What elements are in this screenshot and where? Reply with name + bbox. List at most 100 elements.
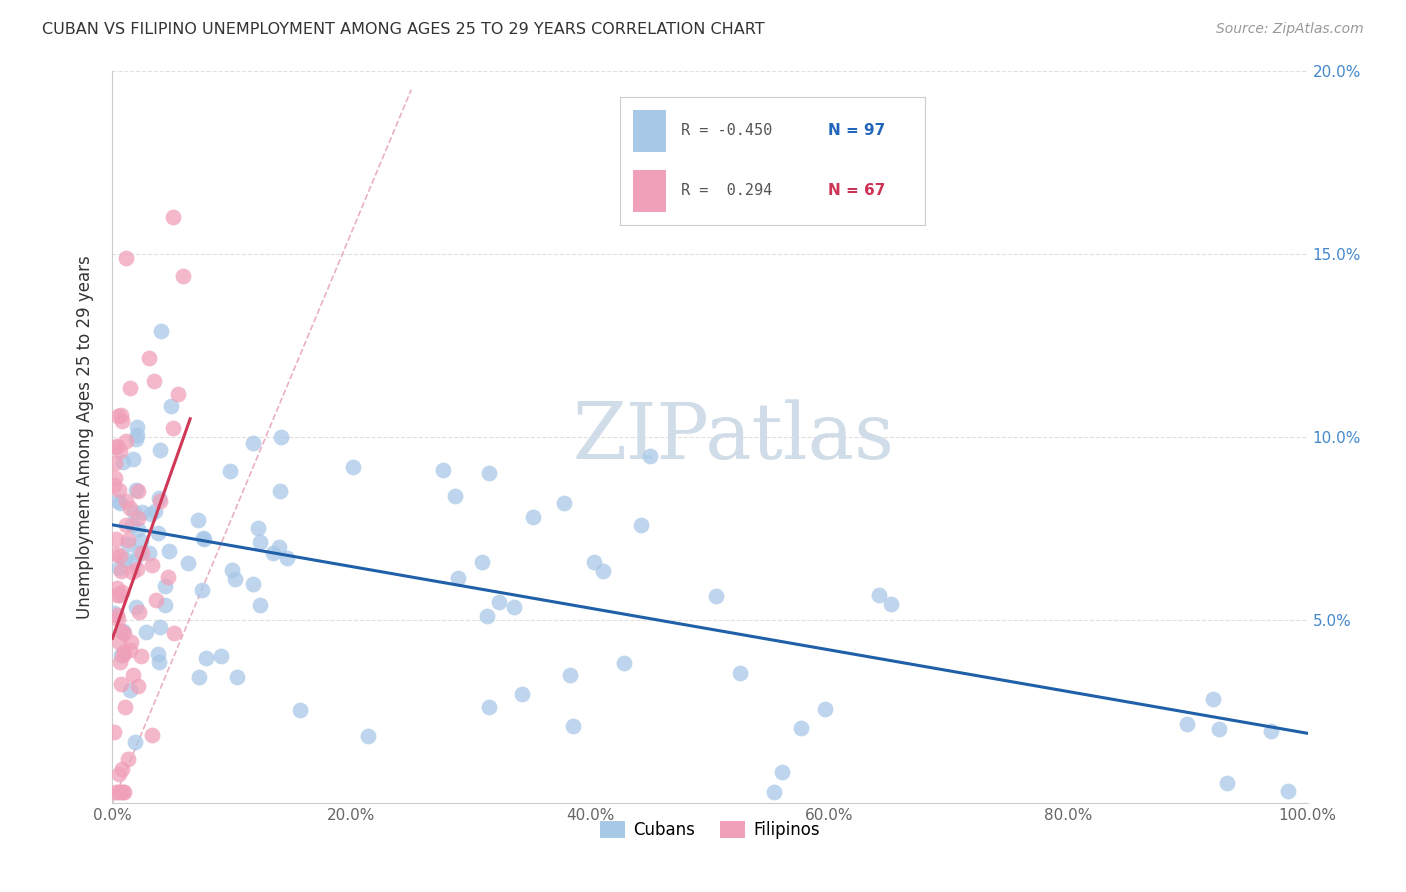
Point [638, 450, 661, 464]
Point [110, 677, 132, 691]
Point [247, 521, 270, 535]
Point [120, 643, 142, 657]
Point [160, 399, 183, 413]
Point [790, 721, 813, 735]
Point [162, 421, 184, 435]
Text: CUBAN VS FILIPINO UNEMPLOYMENT AMONG AGES 25 TO 29 YEARS CORRELATION CHART: CUBAN VS FILIPINO UNEMPLOYMENT AMONG AGE… [42, 22, 765, 37]
Point [770, 765, 793, 780]
Point [122, 505, 145, 519]
Point [444, 489, 467, 503]
Point [141, 728, 163, 742]
Point [121, 566, 143, 580]
Point [127, 522, 149, 536]
Point [209, 648, 232, 663]
Point [103, 478, 125, 492]
Point [153, 579, 176, 593]
Point [141, 558, 163, 573]
Point [115, 251, 138, 265]
Point [149, 494, 172, 508]
Point [110, 549, 132, 563]
Point [1202, 692, 1225, 706]
Point [475, 609, 498, 624]
Point [122, 667, 145, 681]
Point [127, 511, 149, 525]
Point [104, 547, 127, 561]
Point [107, 785, 129, 799]
Point [111, 762, 134, 776]
Point [478, 699, 501, 714]
Point [447, 571, 470, 585]
Point [193, 532, 215, 546]
Point [191, 582, 214, 597]
Point [592, 564, 614, 578]
Point [221, 563, 243, 577]
Text: ZIPatlas: ZIPatlas [572, 400, 896, 475]
Point [120, 635, 142, 649]
Point [342, 459, 364, 474]
Point [117, 752, 139, 766]
Point [117, 533, 139, 548]
Point [149, 620, 172, 634]
Point [125, 483, 148, 498]
Point [219, 465, 242, 479]
Point [249, 598, 271, 612]
Point [146, 526, 169, 541]
Point [103, 725, 125, 739]
Point [127, 562, 149, 576]
Point [432, 462, 454, 476]
Point [105, 589, 128, 603]
Point [510, 687, 533, 701]
Point [122, 451, 145, 466]
Point [103, 606, 125, 620]
Point [148, 656, 170, 670]
Point [108, 655, 131, 669]
Point [143, 504, 166, 518]
Point [127, 484, 149, 499]
Point [110, 408, 132, 422]
Y-axis label: Unemployment Among Ages 25 to 29 years: Unemployment Among Ages 25 to 29 years [76, 255, 94, 619]
Point [288, 703, 311, 717]
Point [503, 599, 526, 614]
Point [107, 409, 129, 423]
Point [142, 374, 165, 388]
Point [120, 501, 142, 516]
Point [522, 510, 544, 524]
Point [105, 608, 128, 623]
Point [149, 324, 172, 338]
Point [115, 517, 138, 532]
Text: Source: ZipAtlas.com: Source: ZipAtlas.com [1216, 22, 1364, 37]
Point [478, 466, 501, 480]
Point [262, 546, 284, 560]
Point [172, 269, 194, 284]
Point [167, 386, 190, 401]
Point [149, 442, 172, 457]
Point [558, 668, 581, 682]
Point [124, 555, 146, 569]
Point [157, 544, 180, 558]
Point [108, 588, 131, 602]
Point [146, 647, 169, 661]
Point [108, 560, 131, 574]
Point [114, 700, 136, 714]
Point [121, 518, 143, 533]
Point [814, 702, 837, 716]
Point [242, 577, 264, 591]
Point [108, 634, 131, 648]
Point [762, 785, 785, 799]
Point [104, 456, 127, 470]
Point [1260, 724, 1282, 739]
Point [125, 428, 148, 442]
Point [630, 517, 652, 532]
Point [553, 496, 575, 510]
Point [114, 494, 136, 508]
Point [131, 505, 153, 519]
Point [115, 434, 138, 448]
Point [242, 436, 264, 450]
Point [135, 625, 157, 640]
Point [111, 414, 134, 428]
Point [104, 785, 127, 799]
Point [128, 546, 150, 560]
Point [187, 670, 209, 684]
Point [249, 535, 271, 549]
Point [124, 735, 146, 749]
